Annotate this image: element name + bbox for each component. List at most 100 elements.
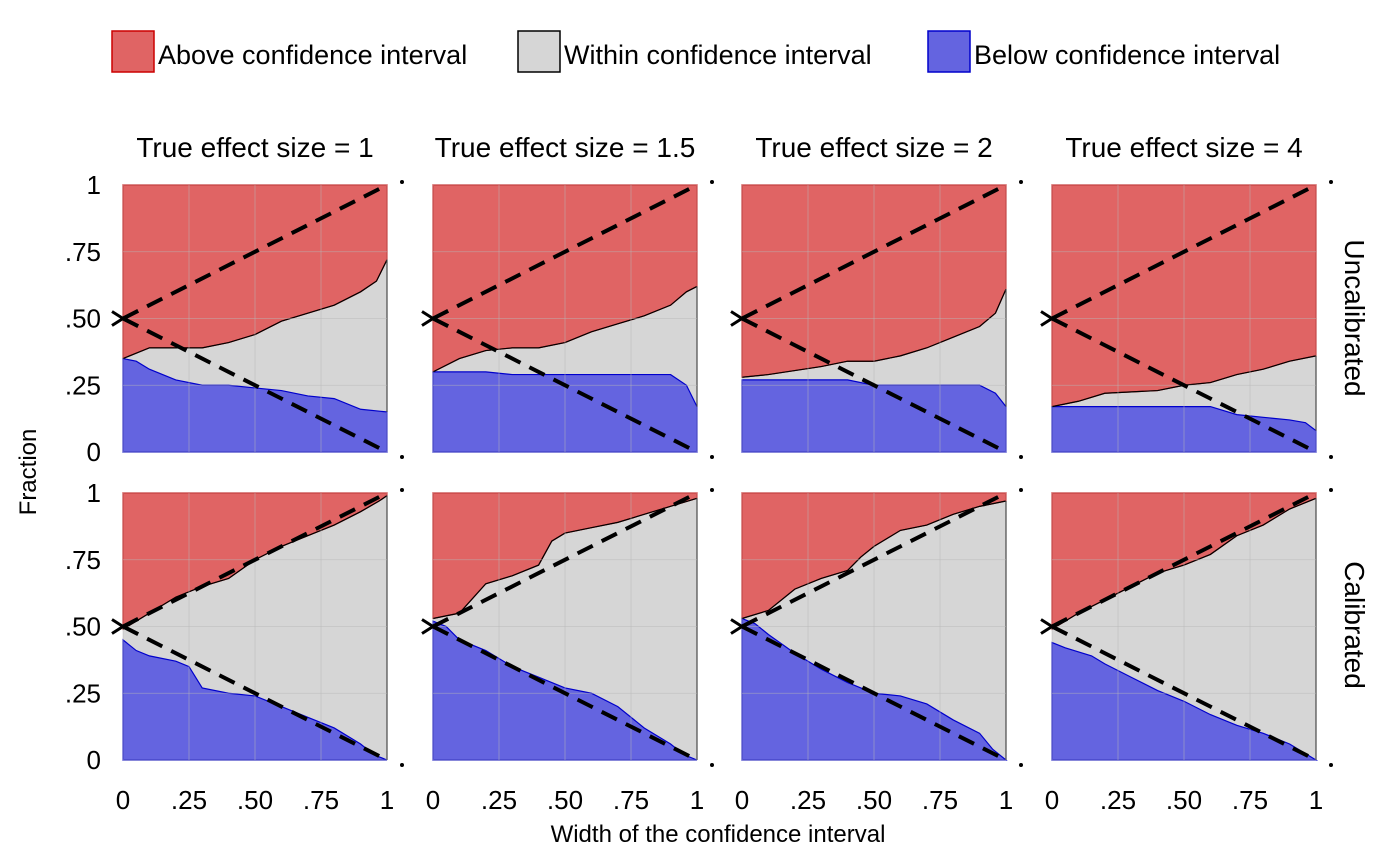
y-tick-label: .25	[65, 370, 101, 400]
origin-marker	[111, 618, 126, 635]
y-tick-label: .25	[65, 678, 101, 708]
x-tick-label: .75	[1232, 785, 1268, 815]
reference-line-upper	[741, 183, 1007, 321]
axes: 0 .25 .50 .75 1 0 .25 .50 .75 1 0 .25 .50 .75 1 0 .25 .50…	[65, 170, 1323, 815]
x-tick-label: 1	[999, 785, 1013, 815]
legend-label-above: Above confidence interval	[158, 40, 467, 70]
x-tick-label: 0	[735, 785, 749, 815]
corner-mark	[400, 763, 404, 767]
reference-line-upper	[122, 491, 388, 629]
origin-marker	[730, 618, 745, 635]
y-tick-label: .75	[65, 237, 101, 267]
panel-uncalibrated-col-3	[730, 180, 1023, 459]
panel-uncalibrated-col-2	[421, 180, 714, 459]
row-strips: Uncalibrated Calibrated	[1339, 239, 1370, 688]
legend-swatch-above	[111, 30, 155, 73]
legend-label-within: Within confidence interval	[564, 40, 872, 70]
corner-mark	[400, 488, 404, 492]
x-tick-label: .50	[547, 785, 583, 815]
panel-calibrated-col-1	[111, 488, 404, 767]
origin-marker	[421, 310, 436, 327]
legend-label-below: Below confidence interval	[974, 40, 1280, 70]
reference-line-lower	[432, 624, 698, 762]
corner-mark	[1019, 180, 1023, 184]
upper-boundary-line	[1051, 355, 1317, 408]
reference-line-lower	[432, 316, 698, 454]
reference-line-lower	[741, 624, 1007, 762]
x-tick-label: .25	[790, 785, 826, 815]
reference-line-upper	[432, 491, 698, 629]
reference-line-upper	[741, 491, 1007, 629]
reference-line-upper	[432, 183, 698, 321]
corner-mark	[1329, 455, 1333, 459]
upper-boundary-line	[432, 497, 698, 620]
x-tick-label: .50	[856, 785, 892, 815]
corner-mark	[1329, 180, 1333, 184]
corner-mark	[400, 180, 404, 184]
x-tick-label: .50	[237, 785, 273, 815]
strip-row-uncalibrated: Uncalibrated	[1339, 239, 1370, 396]
legend-swatch-below	[927, 30, 971, 73]
reference-line-upper	[1051, 491, 1317, 629]
corner-mark	[1019, 455, 1023, 459]
x-tick-label: 1	[690, 785, 704, 815]
corner-mark	[710, 455, 714, 459]
corner-mark	[1019, 763, 1023, 767]
upper-boundary-line	[432, 285, 698, 373]
x-tick-label: .25	[481, 785, 517, 815]
origin-marker	[1040, 310, 1055, 327]
panel-uncalibrated-col-1	[111, 180, 404, 459]
y-tick-label: 0	[87, 437, 101, 467]
y-tick-label: 1	[87, 170, 101, 200]
x-tick-label: .25	[1100, 785, 1136, 815]
y-tick-label: 1	[87, 478, 101, 508]
origin-marker	[1040, 618, 1055, 635]
origin-marker	[111, 310, 126, 327]
x-axis-title: Width of the confidence interval	[551, 821, 886, 848]
panel-calibrated-col-2	[421, 488, 714, 767]
strip-col-1: True effect size = 1	[136, 132, 373, 163]
origin-marker	[421, 618, 436, 635]
legend: Above confidence interval Within confide…	[111, 30, 1280, 73]
upper-boundary-line	[741, 500, 1007, 620]
reference-line-lower	[741, 316, 1007, 454]
y-tick-label: .50	[65, 612, 101, 642]
origin-marker	[730, 310, 745, 327]
corner-mark	[710, 763, 714, 767]
y-tick-label: .50	[65, 304, 101, 334]
panel-calibrated-col-4	[1040, 488, 1333, 767]
corner-mark	[400, 455, 404, 459]
reference-line-upper	[1051, 183, 1317, 321]
x-tick-label: .75	[613, 785, 649, 815]
x-tick-label: 0	[426, 785, 440, 815]
panel-uncalibrated-col-4	[1040, 180, 1333, 459]
reference-line-lower	[122, 624, 388, 762]
reference-line-lower	[1051, 316, 1317, 454]
reference-line-lower	[1051, 624, 1317, 762]
panels	[111, 180, 1333, 767]
reference-line-upper	[122, 183, 388, 321]
column-strips: True effect size = 1 True effect size = …	[136, 132, 1302, 163]
x-tick-label: .75	[303, 785, 339, 815]
upper-boundary-line	[741, 288, 1007, 378]
y-tick-label: .75	[65, 545, 101, 575]
reference-line-lower	[122, 316, 388, 454]
strip-col-2: True effect size = 1.5	[435, 132, 696, 163]
y-axis-title: Fraction	[15, 429, 42, 516]
y-tick-label: 0	[87, 745, 101, 775]
panel-calibrated-col-3	[730, 488, 1023, 767]
legend-swatch-within	[517, 30, 561, 73]
x-tick-label: 0	[116, 785, 130, 815]
corner-mark	[1019, 488, 1023, 492]
strip-col-4: True effect size = 4	[1065, 132, 1302, 163]
x-tick-label: 1	[1309, 785, 1323, 815]
x-tick-label: 0	[1045, 785, 1059, 815]
x-tick-label: 1	[380, 785, 394, 815]
x-tick-label: .75	[922, 785, 958, 815]
strip-col-3: True effect size = 2	[755, 132, 992, 163]
corner-mark	[1329, 763, 1333, 767]
corner-mark	[1329, 488, 1333, 492]
corner-mark	[710, 488, 714, 492]
strip-row-calibrated: Calibrated	[1339, 561, 1370, 689]
